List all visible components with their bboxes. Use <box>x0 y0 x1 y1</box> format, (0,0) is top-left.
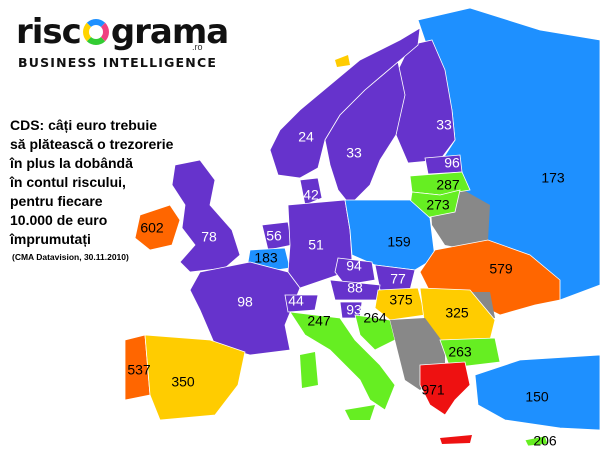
value-label-romania: 325 <box>445 305 469 321</box>
region-croatia <box>354 314 396 351</box>
value-label-croatia: 264 <box>363 310 387 326</box>
value-label-austria: 88 <box>347 280 363 296</box>
value-label-hungary: 375 <box>389 292 413 308</box>
region-greece <box>419 361 471 416</box>
map-caption: CDS: câți euro trebuie să plătească o tr… <box>10 116 240 249</box>
region-sweden <box>324 61 406 206</box>
map-source: (CMA Datavision, 30.11.2010) <box>12 252 129 262</box>
value-label-united-kingdom: 78 <box>201 229 217 245</box>
logo: risc grama <box>16 12 229 52</box>
value-label-slovenia: 93 <box>346 302 362 318</box>
value-label-portugal: 537 <box>127 362 151 378</box>
region-sicily <box>345 405 375 420</box>
region-ireland <box>134 204 181 251</box>
value-label-netherlands: 56 <box>266 228 282 244</box>
value-label-france: 98 <box>237 294 253 310</box>
value-label-russia: 173 <box>541 170 565 186</box>
region-hungary <box>374 287 426 321</box>
value-label-belgium: 183 <box>254 250 278 266</box>
value-label-sweden: 33 <box>346 145 362 161</box>
value-label-bulgaria: 263 <box>448 344 472 360</box>
region-italy <box>289 311 396 411</box>
caption-line: în contul riscului, <box>10 174 126 190</box>
region-sardinia <box>300 352 318 388</box>
caption-line: în plus la dobândă <box>10 155 133 171</box>
caption-line: să plătească o trezorerie <box>10 136 174 152</box>
region-czech-republic <box>334 257 376 286</box>
value-label-latvia: 287 <box>436 177 460 193</box>
value-label-estonia: 96 <box>444 155 460 171</box>
caption-line: împrumutați <box>10 231 91 247</box>
value-label-italy: 247 <box>307 313 331 329</box>
region-spain <box>144 334 246 421</box>
value-label-norway: 24 <box>298 129 314 145</box>
logo-ring-icon <box>82 19 109 45</box>
caption-line: pentru fiecare <box>10 193 103 209</box>
value-label-poland: 159 <box>387 234 411 250</box>
region-crete <box>440 435 472 444</box>
value-label-germany: 51 <box>308 237 324 253</box>
region-svalbard <box>335 55 350 67</box>
region-france <box>189 261 301 356</box>
value-label-slovakia: 77 <box>390 271 406 287</box>
value-label-czech-republic: 94 <box>346 258 362 274</box>
caption-line: CDS: câți euro trebuie <box>10 117 158 133</box>
value-label-finland: 33 <box>436 117 452 133</box>
logo-word-right: grama <box>110 12 229 52</box>
value-label-lithuania: 273 <box>426 197 450 213</box>
value-label-turkey: 150 <box>525 389 549 405</box>
logo-tagline: BUSINESS INTELLIGENCE <box>18 55 218 70</box>
value-label-ukraine: 579 <box>489 261 513 277</box>
value-label-ireland: 602 <box>140 220 164 236</box>
value-label-denmark: 42 <box>303 187 319 203</box>
region-switzerland <box>284 294 319 313</box>
value-label-cyprus: 206 <box>533 433 557 449</box>
value-label-switzerland: 44 <box>288 293 304 309</box>
region-cyprus <box>524 435 549 447</box>
region-denmark <box>299 177 323 206</box>
value-label-spain: 350 <box>171 374 195 390</box>
logo-domain: .ro <box>192 42 203 52</box>
logo-word-left: risc <box>16 12 82 52</box>
region-united-kingdom <box>171 159 241 273</box>
region-bulgaria <box>439 337 501 369</box>
value-label-greece: 971 <box>421 382 445 398</box>
caption-line: 10.000 de euro <box>10 212 108 228</box>
region-turkey <box>474 354 600 431</box>
